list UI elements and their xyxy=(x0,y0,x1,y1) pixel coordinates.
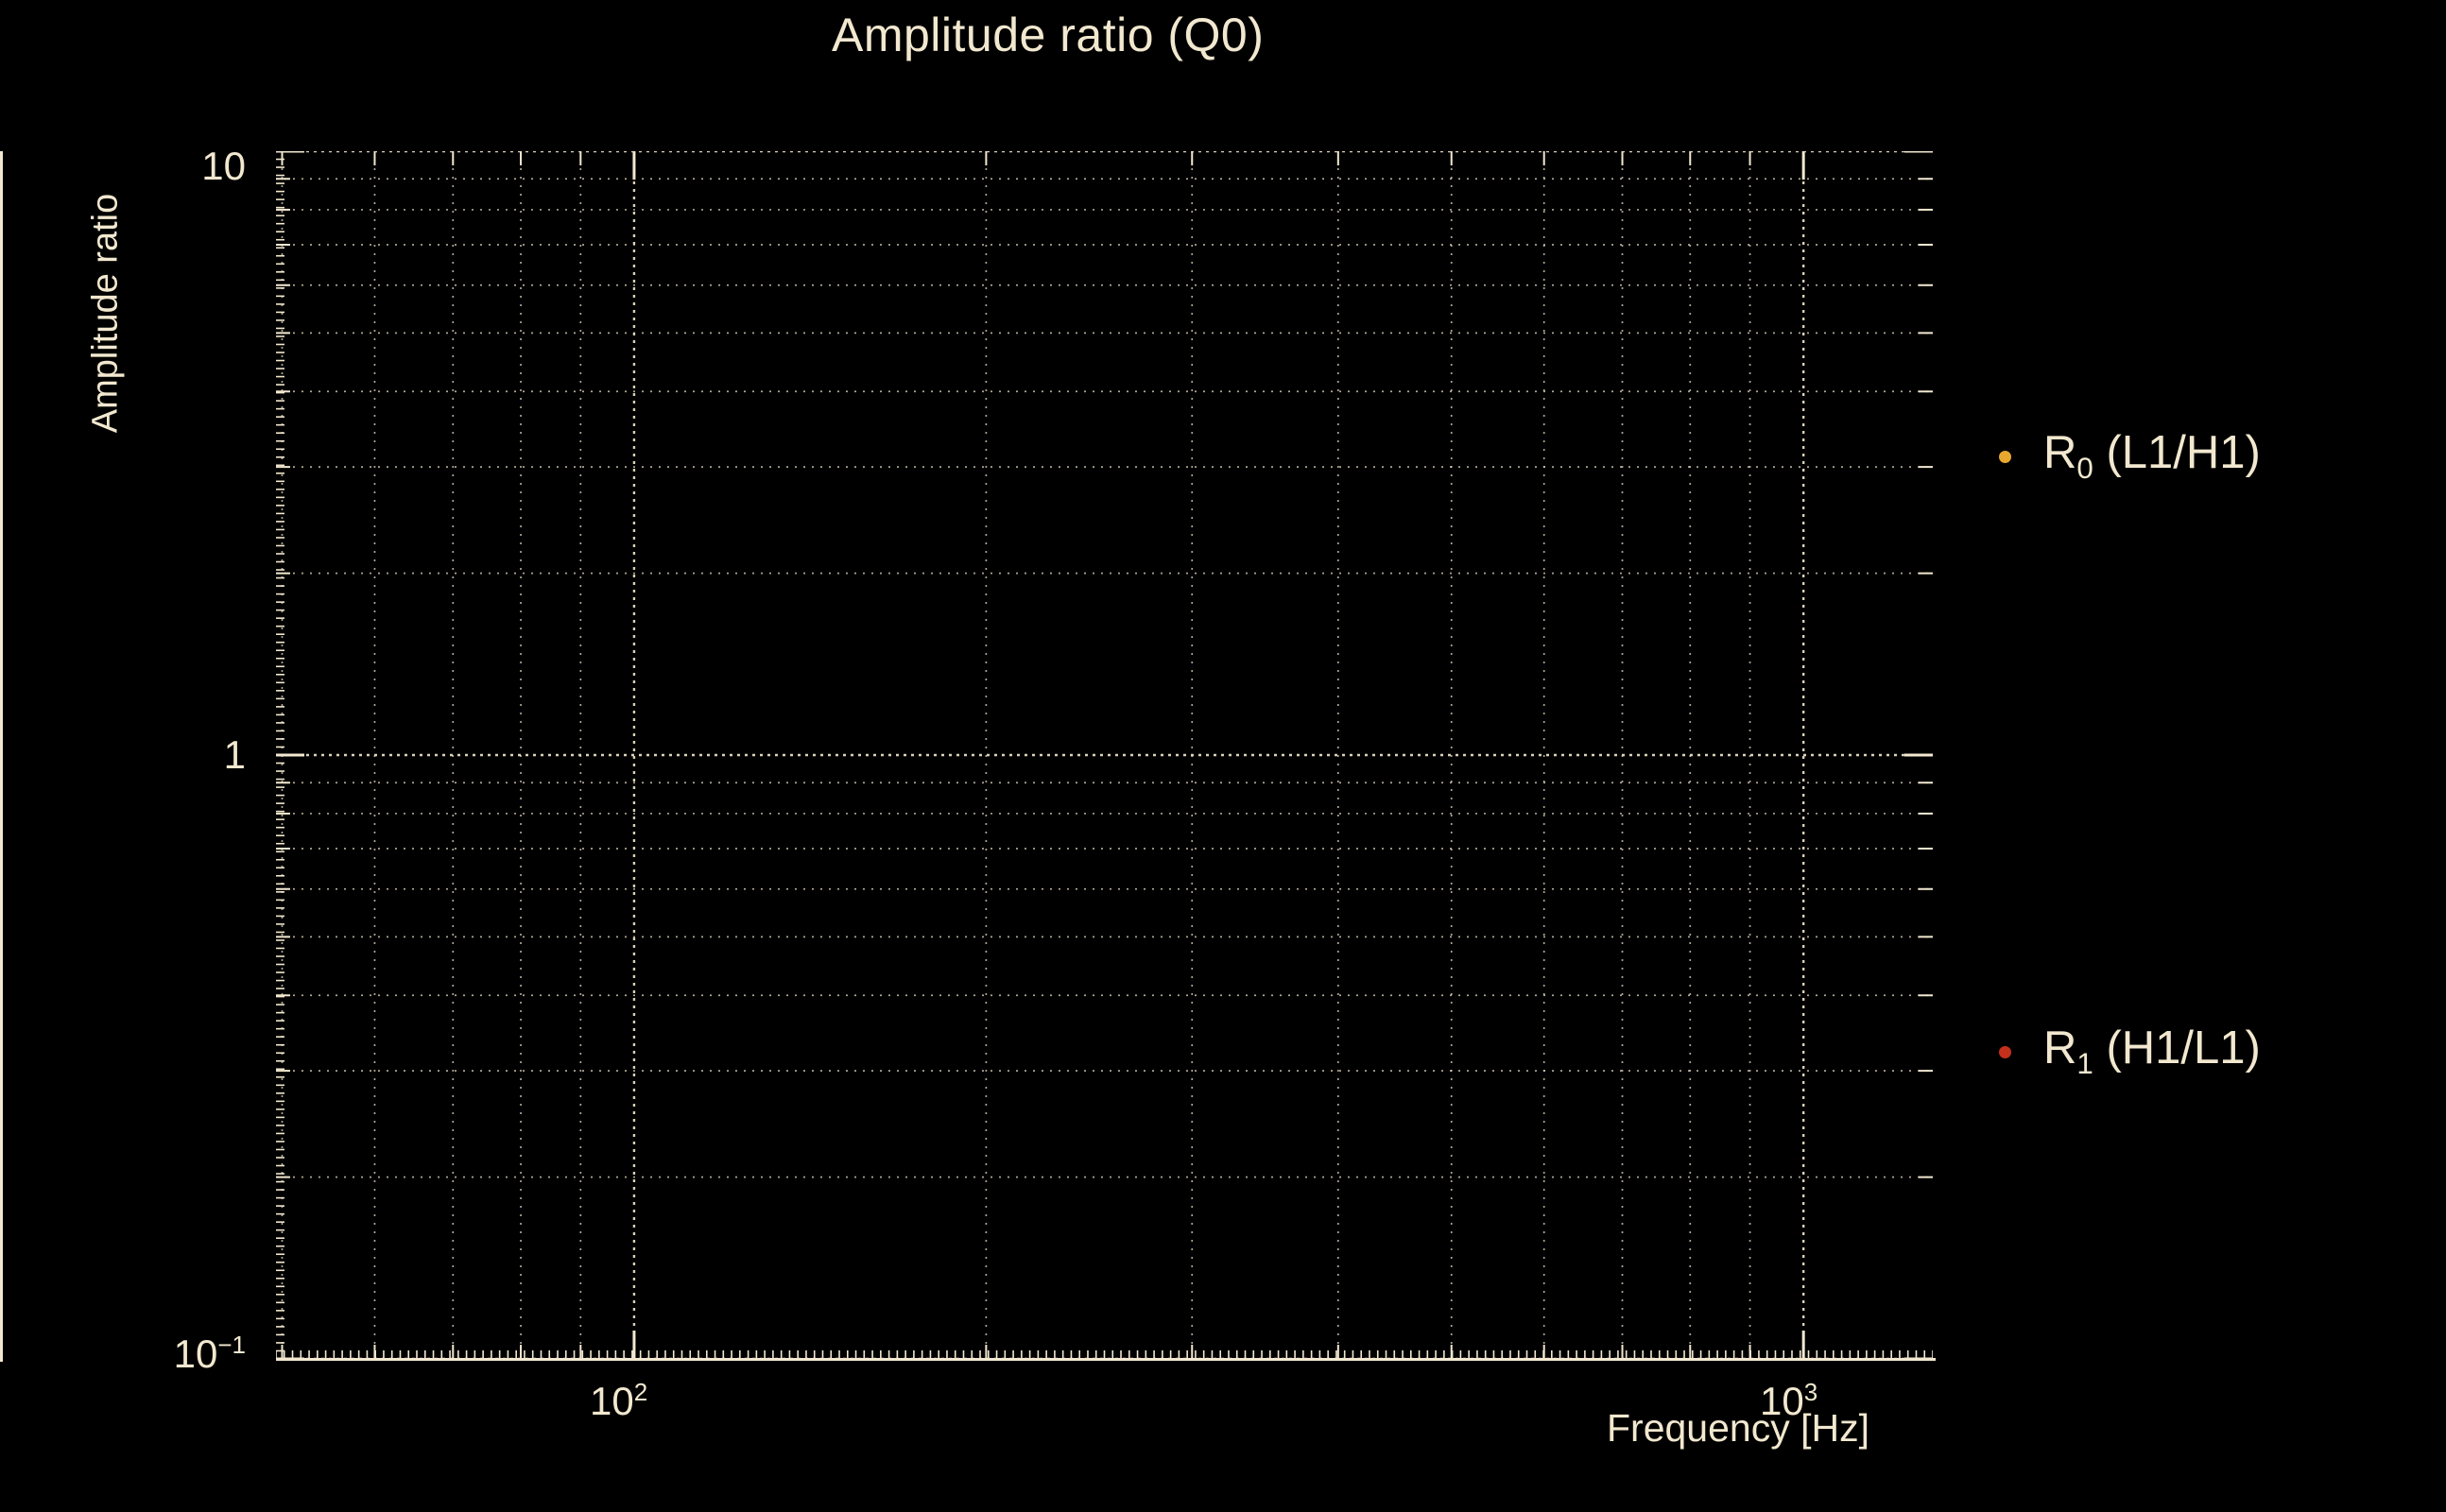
y-tick-label-1: 1 xyxy=(223,732,246,777)
plot-area xyxy=(276,151,1933,1359)
y-tick-label-0p1-base: 10 xyxy=(173,1332,218,1376)
x-tick-label-1e3-exponent: 3 xyxy=(1803,1378,1818,1406)
y-tick-label-0p1: 10−1 xyxy=(19,1331,246,1377)
x-tick-label-1e2-base: 10 xyxy=(590,1379,634,1423)
legend-label-r1: R1 (H1/L1) xyxy=(2043,1025,2261,1078)
y-axis-line xyxy=(0,151,3,1362)
y-axis-label: Amplitude ratio xyxy=(85,193,126,434)
x-axis-line xyxy=(276,1358,1936,1361)
legend-label-r0: R0 (L1/H1) xyxy=(2043,430,2261,483)
page-title: Amplitude ratio (Q0) xyxy=(832,9,1265,61)
legend-label-r1-base: R xyxy=(2043,1022,2077,1074)
legend-label-r1-subscript: 1 xyxy=(2076,1046,2093,1080)
x-tick-label-1e3-base: 10 xyxy=(1760,1379,1804,1423)
legend-label-r0-base: R xyxy=(2043,427,2077,478)
legend-item-r1[interactable]: R1 (H1/L1) xyxy=(1999,1025,2261,1078)
x-tick-label-1e3: 103 xyxy=(1760,1378,1817,1424)
y-tick-label-10: 10 xyxy=(201,144,246,188)
legend: R0 (L1/H1) R1 (H1/L1) xyxy=(1990,0,2446,1512)
grid-lines xyxy=(276,151,1933,1359)
y-tick-label-0p1-exponent: −1 xyxy=(217,1331,246,1359)
legend-label-r1-tail: (H1/L1) xyxy=(2093,1022,2261,1074)
x-axis-label: Frequency [Hz] xyxy=(1607,1406,1869,1450)
legend-item-r0[interactable]: R0 (L1/H1) xyxy=(1999,430,2261,483)
x-tick-label-1e2: 102 xyxy=(590,1378,647,1424)
legend-marker-r1-icon xyxy=(1999,1045,2011,1058)
legend-label-r0-subscript: 0 xyxy=(2076,451,2093,485)
legend-marker-r0-icon xyxy=(1999,450,2011,463)
legend-label-r0-tail: (L1/H1) xyxy=(2093,427,2261,478)
x-tick-label-1e2-exponent: 2 xyxy=(633,1378,648,1406)
